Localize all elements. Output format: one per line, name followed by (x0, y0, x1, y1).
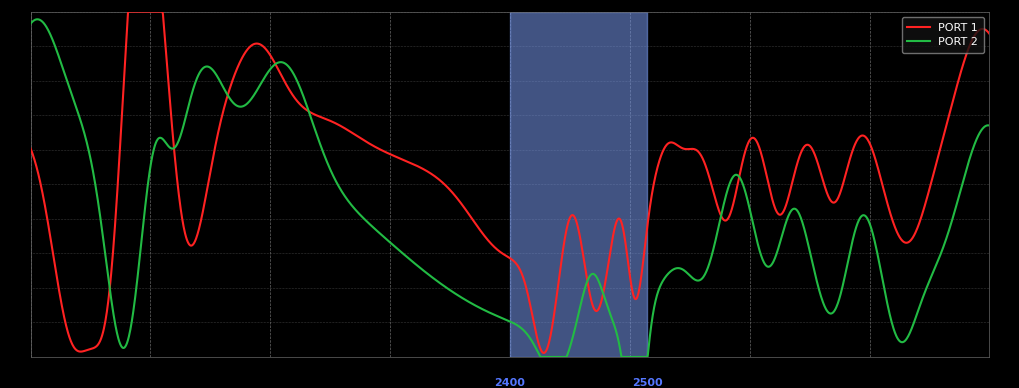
PORT 1 (466, 216, 478, 221)
PORT 2 (982, 123, 995, 128)
PORT 2 (780, 218, 792, 223)
PORT 2 (956, 181, 968, 185)
PORT 1 (73, 349, 86, 354)
Text: 2500: 2500 (631, 378, 661, 388)
PORT 1 (491, 247, 503, 252)
PORT 1 (955, 66, 967, 70)
PORT 1 (537, 351, 549, 355)
PORT 2 (466, 301, 478, 306)
Line: PORT 2: PORT 2 (31, 19, 988, 357)
Line: PORT 1: PORT 1 (31, 12, 988, 353)
PORT 1 (982, 31, 995, 36)
Text: 2400: 2400 (494, 378, 525, 388)
Legend: PORT 1, PORT 2: PORT 1, PORT 2 (901, 17, 983, 53)
PORT 1 (780, 201, 792, 206)
PORT 2 (73, 116, 86, 121)
PORT 2 (955, 182, 967, 187)
PORT 1 (956, 64, 968, 69)
PORT 2 (534, 355, 546, 359)
PORT 2 (24, 21, 37, 26)
PORT 1 (122, 9, 135, 14)
PORT 2 (32, 17, 44, 22)
PORT 1 (24, 146, 37, 151)
Bar (510, 12, 646, 357)
PORT 2 (491, 314, 503, 319)
